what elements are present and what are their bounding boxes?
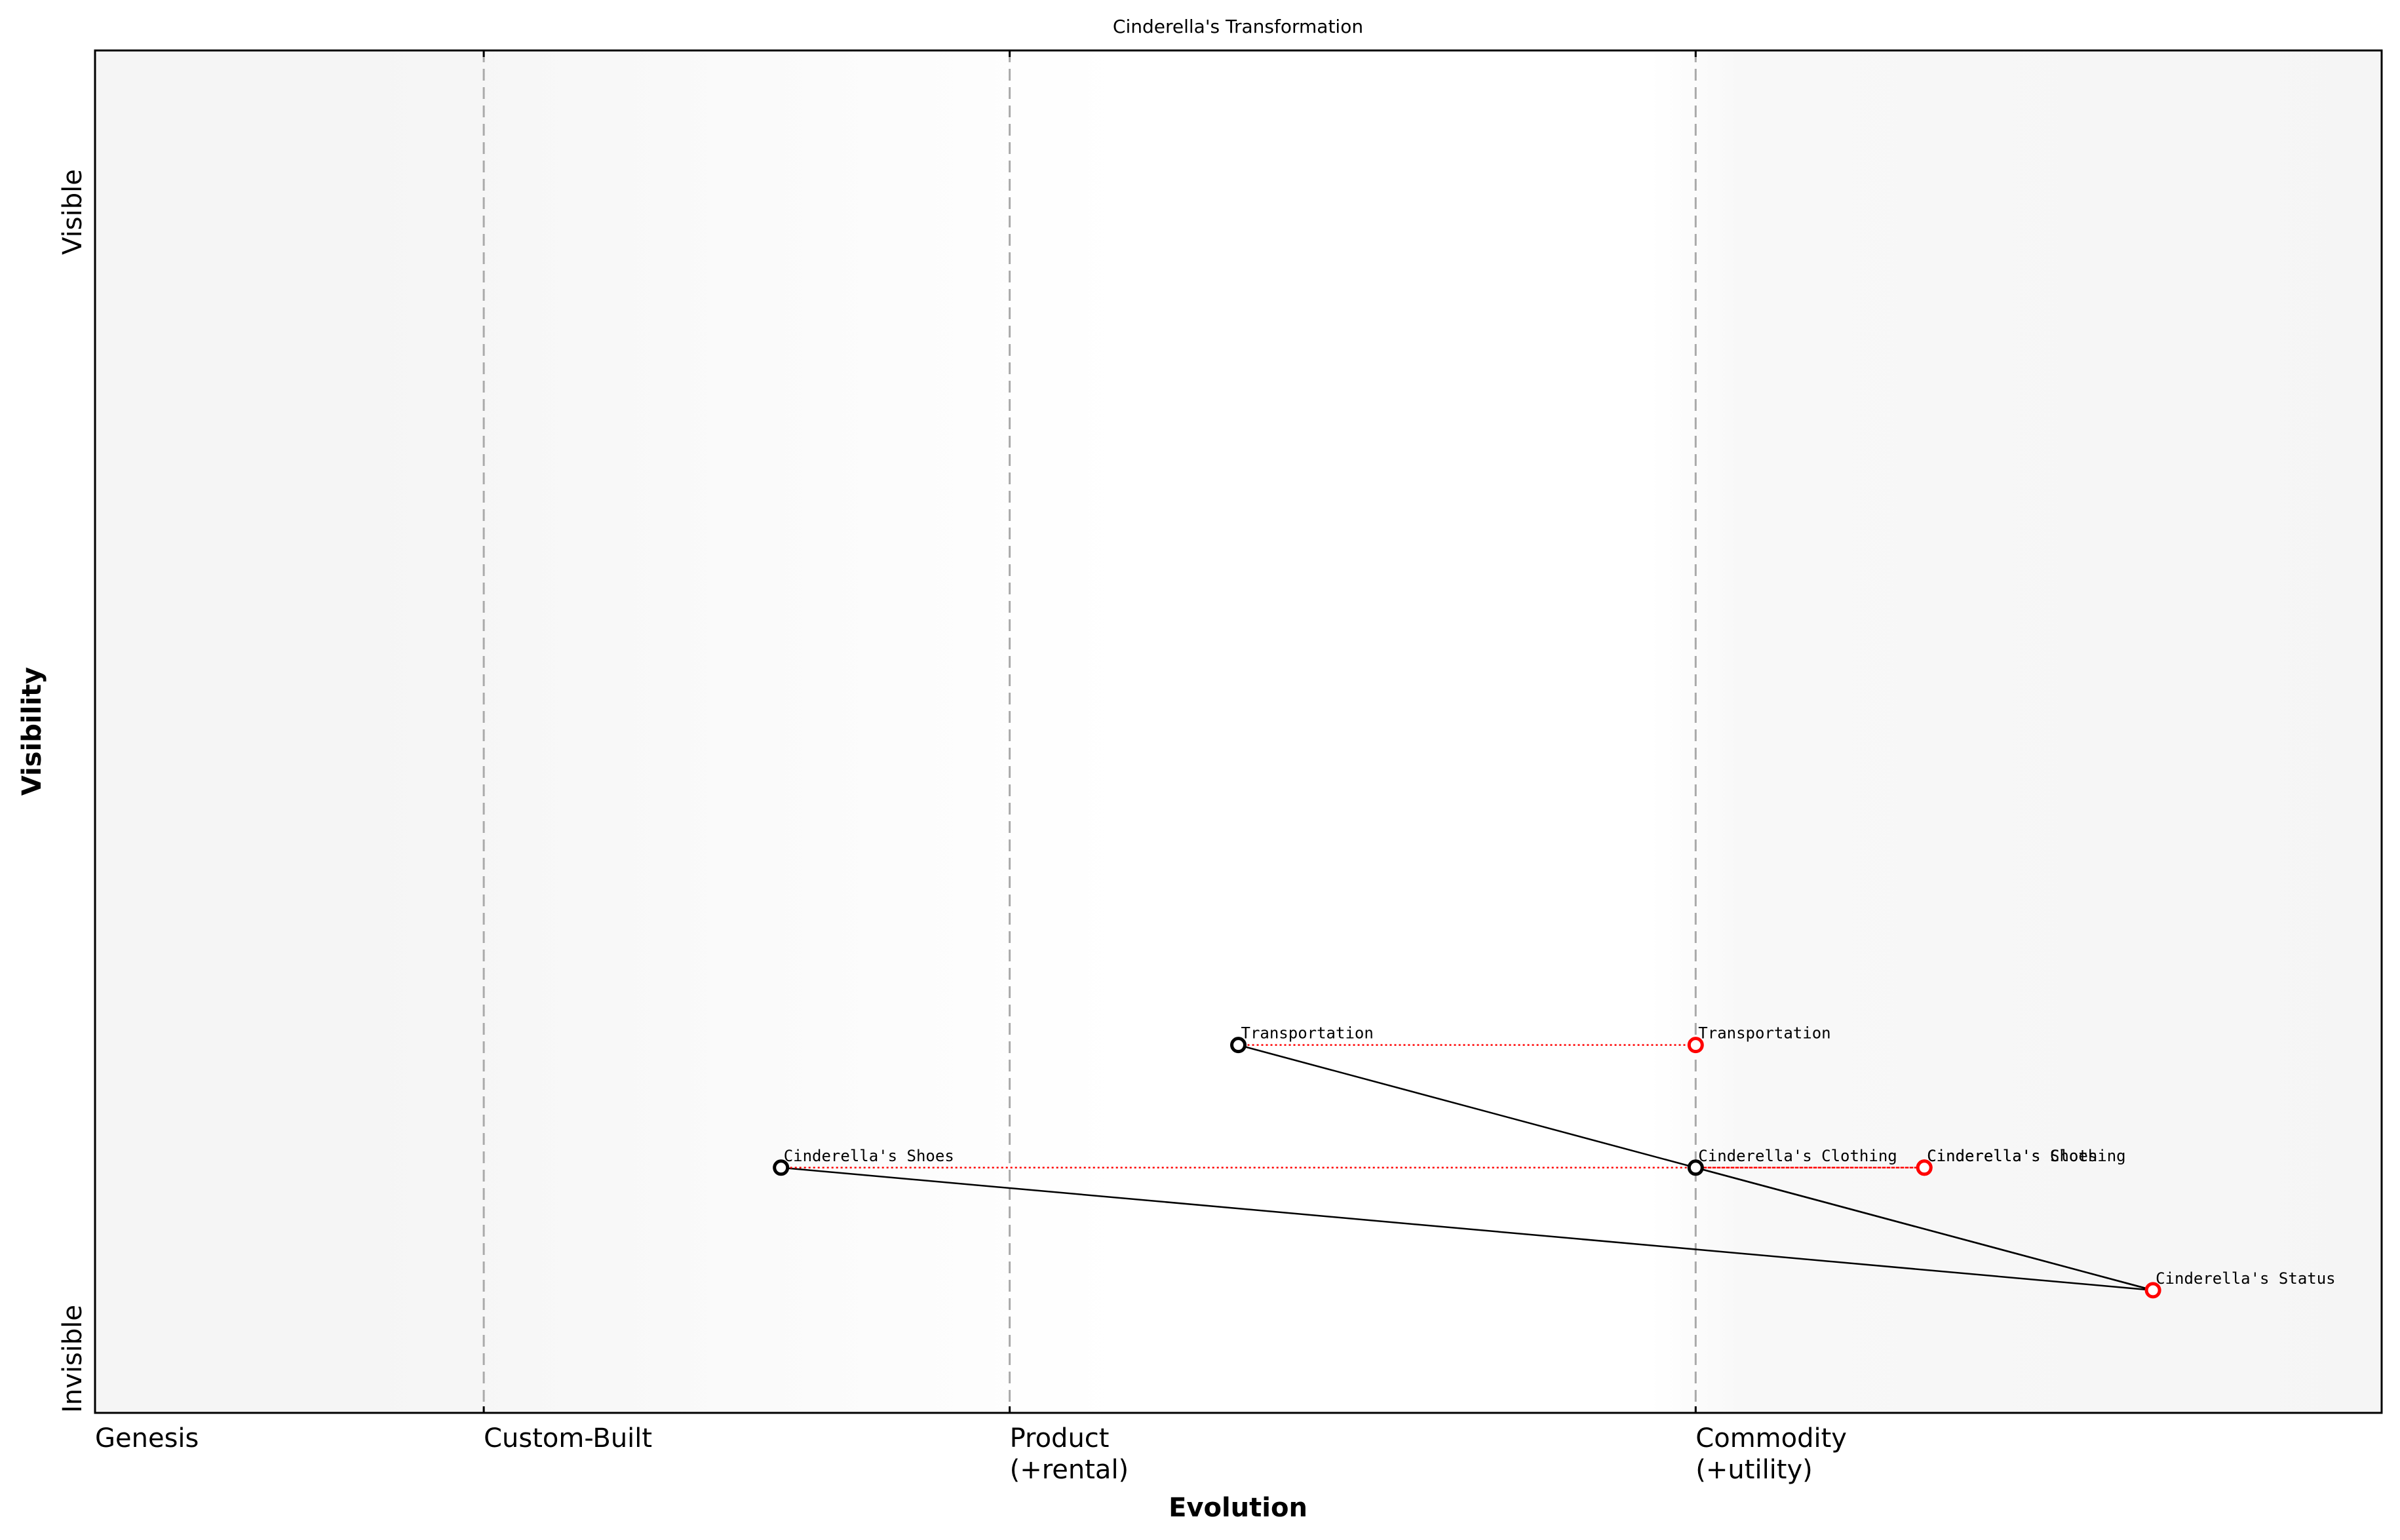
x-stage-label: Genesis <box>95 1423 199 1453</box>
x-axis-ticks: Genesis Custom-Built Product(+rental) Commo… <box>94 50 1847 1485</box>
x-stage-label: Commodity <box>1695 1423 1847 1453</box>
evolution-lines <box>781 1044 1925 1169</box>
component-node[interactable] <box>773 1159 790 1176</box>
component-node[interactable] <box>1230 1037 1247 1054</box>
x-stage-sublabel: (+rental) <box>1010 1455 1129 1485</box>
evolved-component-node[interactable] <box>1687 1037 1704 1054</box>
dependency-link <box>1695 1166 2154 1292</box>
x-axis-title: Evolution <box>1169 1493 1307 1523</box>
evolved-component-node[interactable] <box>1916 1159 1933 1176</box>
x-stage-label: Custom-Built <box>484 1423 652 1453</box>
y-axis-ticks: Invisible Visible <box>58 169 88 1413</box>
component-node[interactable] <box>1687 1159 1704 1176</box>
plot-area <box>95 50 2382 1413</box>
component-label: Transportation <box>1241 1024 1374 1043</box>
x-stage-label: Product <box>1010 1423 1110 1453</box>
component-points <box>773 1037 2161 1299</box>
evolved-component-label: Cinderella's Status <box>2156 1269 2336 1288</box>
stage-dividers <box>482 50 1697 1413</box>
x-stage-sublabel: (+utility) <box>1695 1455 1812 1485</box>
component-label: Cinderella's Clothing <box>1698 1147 1897 1165</box>
y-tick-label: Invisible <box>58 1305 88 1413</box>
dependency-link <box>781 1166 2154 1292</box>
evolved-component-label: Transportation <box>1698 1024 1830 1043</box>
chart-title: Cinderella's Transformation <box>1113 16 1363 37</box>
y-axis-title: Visibility <box>17 667 47 796</box>
evolved-component-label: Cinderella's Clothing <box>1927 1147 2125 1165</box>
evolved-component-label: Cinderella's Shoes <box>1927 1147 2097 1165</box>
plot-frame <box>94 49 2383 1414</box>
evolved-component-node[interactable] <box>2144 1282 2161 1299</box>
component-label: Cinderella's Shoes <box>784 1147 954 1165</box>
y-tick-label: Visible <box>58 169 88 255</box>
